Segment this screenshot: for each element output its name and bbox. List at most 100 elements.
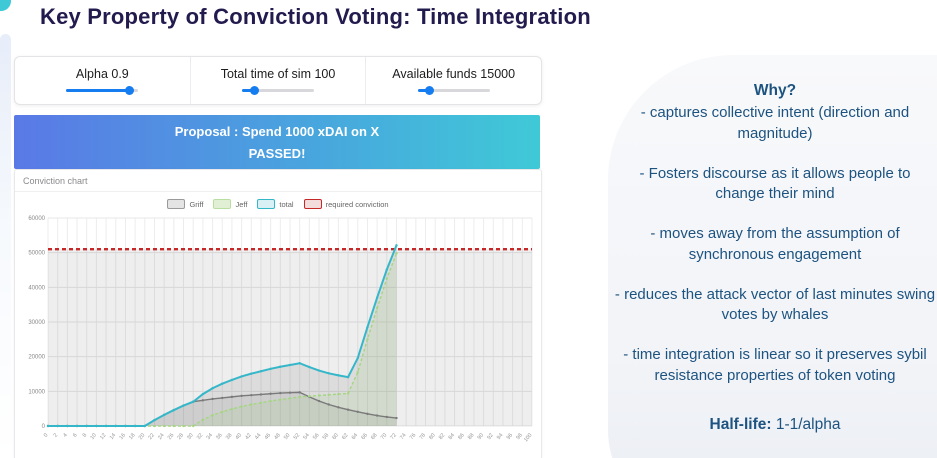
svg-text:92: 92 <box>486 432 495 441</box>
legend-swatch <box>257 199 276 209</box>
halflife-label: Half-life: <box>709 416 772 433</box>
svg-text:58: 58 <box>322 432 331 441</box>
proposal-status: PASSED! <box>248 146 306 161</box>
svg-text:24: 24 <box>157 432 166 441</box>
funds-label: Available funds 15000 <box>392 66 516 81</box>
slider-thumb[interactable] <box>124 85 134 95</box>
svg-text:0: 0 <box>43 432 50 438</box>
slider-fill <box>242 88 254 92</box>
slider-fill <box>417 88 430 92</box>
svg-text:50000: 50000 <box>28 251 45 257</box>
legend-swatch <box>213 199 232 209</box>
svg-text:28: 28 <box>177 432 186 441</box>
svg-text:68: 68 <box>370 432 379 441</box>
svg-text:44: 44 <box>254 432 263 441</box>
slider-thumb[interactable] <box>249 85 259 95</box>
why-bullet: - Fosters discourse as it allows people … <box>639 164 911 203</box>
page-title: Key Property of Conviction Voting: Time … <box>40 4 591 29</box>
sim-time-label: Total time of sim 100 <box>220 66 336 81</box>
slider-track[interactable] <box>417 88 490 92</box>
legend-label: Griff <box>189 199 204 209</box>
svg-text:40: 40 <box>235 432 244 441</box>
conviction-chart-svg: 0 2 4 6 8 10 12 14 16 18 20 22 24 26 28 30 32 34 36 38 40 42 4… <box>28 216 534 443</box>
svg-text:72: 72 <box>389 432 398 441</box>
svg-text:70: 70 <box>380 432 389 441</box>
legend-item-required-conviction[interactable]: required conviction <box>303 199 389 209</box>
left-accent-strip <box>0 34 11 458</box>
simulation-controls: Alpha 0.9 Total time of sim 100 Availabl… <box>14 56 542 105</box>
svg-text:10: 10 <box>89 432 98 441</box>
svg-text:22: 22 <box>147 432 156 441</box>
funds-slider[interactable] <box>417 85 490 95</box>
svg-text:14: 14 <box>109 432 118 441</box>
svg-text:20: 20 <box>138 432 147 441</box>
sim-time-control: Total time of sim 100 <box>191 57 367 104</box>
svg-text:8: 8 <box>82 432 89 438</box>
slider-fill <box>66 88 129 92</box>
legend-swatch <box>167 199 186 209</box>
halflife-note: Half-life: 1-1/alpha <box>613 416 937 434</box>
alpha-label: Alpha 0.9 <box>75 66 129 81</box>
svg-text:84: 84 <box>448 432 457 441</box>
svg-text:40000: 40000 <box>28 285 45 291</box>
why-bullet: - moves away from the assumption of sync… <box>650 225 900 263</box>
svg-text:86: 86 <box>457 432 466 441</box>
svg-text:10000: 10000 <box>28 389 45 395</box>
svg-text:62: 62 <box>341 432 350 441</box>
why-bullet: - time integration is linear so it prese… <box>623 345 927 384</box>
svg-text:80: 80 <box>428 432 437 441</box>
sim-time-slider[interactable] <box>242 85 314 95</box>
slider-thumb[interactable] <box>425 85 435 95</box>
svg-text:60000: 60000 <box>28 216 45 222</box>
chart-card-title: Conviction chart <box>15 170 541 192</box>
svg-text:46: 46 <box>264 432 273 441</box>
svg-text:98: 98 <box>515 432 524 441</box>
svg-text:26: 26 <box>167 432 176 441</box>
legend-item-Griff[interactable]: Griff <box>167 199 203 209</box>
svg-text:30000: 30000 <box>28 320 45 326</box>
svg-text:66: 66 <box>360 432 369 441</box>
svg-text:12: 12 <box>99 432 108 441</box>
slider-track[interactable] <box>242 88 314 92</box>
svg-text:2: 2 <box>53 432 60 438</box>
svg-text:54: 54 <box>302 432 311 441</box>
svg-text:52: 52 <box>293 432 302 441</box>
svg-text:64: 64 <box>351 432 360 441</box>
svg-text:56: 56 <box>312 432 321 441</box>
legend-item-Jeff[interactable]: Jeff <box>213 199 247 209</box>
svg-text:38: 38 <box>225 432 234 441</box>
legend-label: total <box>279 199 294 209</box>
svg-text:82: 82 <box>438 432 447 441</box>
svg-text:6: 6 <box>72 432 79 438</box>
corner-accent-shape <box>0 0 11 11</box>
legend-label: required conviction <box>325 199 389 209</box>
alpha-slider[interactable] <box>66 85 139 95</box>
svg-text:20000: 20000 <box>28 355 45 361</box>
svg-text:60: 60 <box>331 432 340 441</box>
svg-text:4: 4 <box>62 432 69 438</box>
svg-text:34: 34 <box>206 432 215 441</box>
svg-text:32: 32 <box>196 432 205 441</box>
svg-text:78: 78 <box>419 432 428 441</box>
right-panel-background <box>608 55 937 458</box>
svg-text:0: 0 <box>42 424 46 430</box>
why-panel: Why? - captures collective intent (direc… <box>613 80 937 405</box>
conviction-chart[interactable]: 0 2 4 6 8 10 12 14 16 18 20 22 24 26 28 30 32 34 36 38 40 42 4… <box>15 210 541 452</box>
svg-text:100: 100 <box>523 432 534 443</box>
svg-text:36: 36 <box>215 432 224 441</box>
funds-control: Available funds 15000 <box>366 57 541 104</box>
alpha-control: Alpha 0.9 <box>15 57 191 104</box>
proposal-title: Proposal : Spend 1000 xDAI on X <box>174 124 380 139</box>
legend-item-total[interactable]: total <box>257 199 294 209</box>
legend-label: Jeff <box>235 199 248 209</box>
svg-text:48: 48 <box>273 432 282 441</box>
svg-text:90: 90 <box>477 432 486 441</box>
legend-swatch <box>303 199 322 209</box>
why-bullet: - reduces the attack vector of last minu… <box>614 285 936 324</box>
svg-text:18: 18 <box>128 432 137 441</box>
svg-text:74: 74 <box>399 432 408 441</box>
chart-legend: Griff Jeff total required conviction <box>15 198 541 210</box>
conviction-chart-card: Conviction chart Griff Jeff total required … <box>14 169 542 458</box>
why-bullet: - captures collective intent (direction … <box>640 104 910 143</box>
